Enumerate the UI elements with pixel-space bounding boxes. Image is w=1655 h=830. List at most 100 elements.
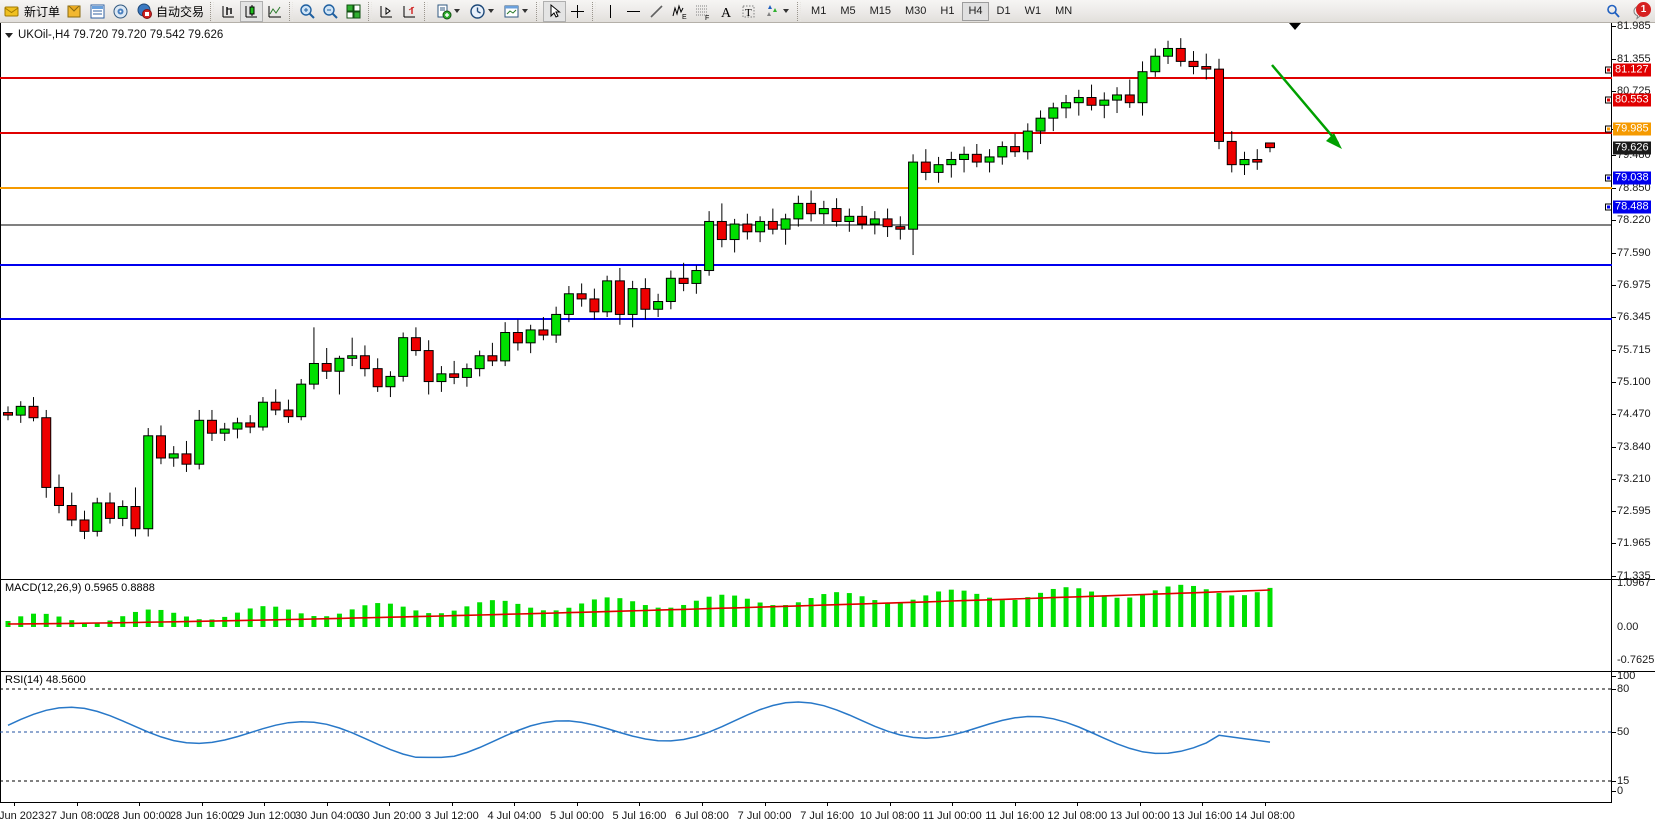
chart-menu-caret-icon[interactable] <box>5 32 13 38</box>
macd-histogram-bar <box>120 616 126 627</box>
time-tick <box>389 802 391 806</box>
shift-end-button[interactable] <box>375 1 398 22</box>
rsi-tick <box>1612 732 1616 733</box>
new-order-button[interactable]: 新订单 <box>0 0 63 22</box>
toolbar-separator <box>536 1 541 21</box>
horizontal-line-button[interactable] <box>622 1 645 22</box>
price-scale[interactable]: 81.98581.35580.72579.98579.48078.85078.2… <box>1605 20 1655 802</box>
candle-body <box>1061 102 1072 109</box>
down-trend-arrow[interactable] <box>1271 64 1342 149</box>
rsi-scale-label: 50 <box>1617 726 1630 738</box>
candle-body <box>959 153 970 160</box>
bar-chart-button[interactable] <box>217 1 240 22</box>
templates-caret-icon[interactable] <box>454 9 461 13</box>
elliott-wave-button[interactable]: E <box>668 1 691 22</box>
candle-body <box>257 401 268 428</box>
trendline-icon <box>650 4 663 18</box>
candlestick-chart-button[interactable] <box>240 0 264 22</box>
data-window-icon <box>90 4 105 18</box>
shapes-icon <box>767 4 778 16</box>
price-badge-pivot-line[interactable]: 79.985 <box>1613 122 1651 136</box>
level-handle-icon[interactable] <box>1605 96 1612 104</box>
price-tick-label: 76.975 <box>1617 278 1651 291</box>
period-button[interactable] <box>465 0 499 22</box>
text-label-button[interactable]: T <box>737 1 760 22</box>
expert-advisor-button[interactable] <box>63 1 86 22</box>
time-tick <box>1202 802 1204 806</box>
chart-area[interactable]: UKOil-,H4 79.720 79.720 79.542 79.626 MA… <box>0 20 1655 830</box>
search-button[interactable] <box>1602 1 1625 22</box>
price-badge-support-line[interactable]: 79.038 <box>1613 171 1651 185</box>
data-window-button[interactable] <box>86 1 109 22</box>
line-chart-button[interactable] <box>263 1 286 22</box>
candle-body <box>104 502 115 519</box>
timeframe-m5[interactable]: M5 <box>840 5 856 17</box>
indicators-caret-icon[interactable] <box>522 9 529 13</box>
candle-body <box>1226 140 1237 166</box>
templates-button[interactable] <box>431 0 465 22</box>
macd-histogram-bar <box>413 610 419 627</box>
svg-text:T: T <box>745 7 752 19</box>
timeframe-d1[interactable]: D1 <box>996 5 1011 17</box>
price-badge-last-price[interactable]: 79.626 <box>1613 141 1651 155</box>
macd-histogram-bar <box>145 609 151 627</box>
price-badge-resistance-line[interactable]: 80.553 <box>1613 93 1651 107</box>
macd-histogram-bar <box>1063 587 1069 627</box>
tile-windows-button[interactable] <box>342 1 365 22</box>
candle-body <box>296 383 307 418</box>
timeframe-h4[interactable]: H4 <box>962 1 989 21</box>
timeframe-m1[interactable]: M1 <box>811 5 827 17</box>
shapes-caret-icon[interactable] <box>783 9 790 13</box>
price-badge-support-line[interactable]: 78.488 <box>1613 200 1651 214</box>
price-axis-line <box>1611 23 1612 802</box>
level-handle-icon[interactable] <box>1605 66 1612 74</box>
notifications-button[interactable]: 1 <box>1625 1 1655 22</box>
rsi-tick <box>1612 676 1616 677</box>
level-handle-icon[interactable] <box>1605 125 1612 133</box>
timeframe-w1[interactable]: W1 <box>1024 5 1042 17</box>
macd-histogram-bar <box>1050 588 1056 627</box>
macd-histogram-bar <box>706 596 712 627</box>
price-badge-resistance-line[interactable]: 81.127 <box>1613 63 1651 77</box>
timeframe-m30[interactable]: M30 <box>905 5 927 17</box>
vertical-line-button[interactable] <box>599 1 622 22</box>
zoom-in-button[interactable] <box>296 1 319 22</box>
time-tick <box>201 802 203 806</box>
elliott-wave-icon: E <box>672 3 687 21</box>
macd-histogram-bar <box>30 613 36 627</box>
period-caret-icon[interactable] <box>488 9 495 13</box>
indicators-button[interactable] <box>499 0 533 22</box>
trendline-button[interactable] <box>645 1 668 22</box>
macd-histogram-bar <box>222 616 228 627</box>
level-handle-icon[interactable] <box>1605 203 1612 211</box>
candle-body <box>143 435 154 530</box>
fibonacci-button[interactable]: F <box>691 1 714 22</box>
chart-symbol-header: UKOil-,H4 79.720 79.720 79.542 79.626 <box>5 29 223 41</box>
price-tick-label: 81.355 <box>1617 52 1651 65</box>
line-chart-icon <box>268 5 282 17</box>
time-tick-label: 14 Jul 08:00 <box>1234 810 1295 822</box>
navigator-button[interactable] <box>109 1 132 22</box>
toolbar-separator <box>797 1 802 21</box>
zoom-out-button[interactable] <box>319 1 342 22</box>
time-tick-label: 6 Jul 08:00 <box>675 810 729 822</box>
macd-histogram-bar <box>375 603 381 627</box>
macd-histogram-bar <box>923 595 929 627</box>
macd-histogram-bar <box>974 593 980 627</box>
shapes-button[interactable] <box>760 0 794 22</box>
auto-scroll-button[interactable] <box>398 1 421 22</box>
level-handle-icon[interactable] <box>1605 174 1612 182</box>
macd-histogram-bar <box>426 613 432 627</box>
auto-trading-button[interactable]: 自动交易 <box>132 0 207 22</box>
cursor-button[interactable] <box>543 0 567 22</box>
text-button[interactable]: A <box>714 1 737 22</box>
plot-left-border <box>0 23 1 802</box>
timeframe-mn[interactable]: MN <box>1055 5 1073 17</box>
macd-histogram-bar <box>1203 589 1209 627</box>
macd-histogram-bar <box>260 606 266 627</box>
crosshair-button[interactable] <box>566 1 589 22</box>
timeframe-h1[interactable]: H1 <box>940 5 955 17</box>
timeframe-m15[interactable]: M15 <box>869 5 891 17</box>
macd-histogram-bar <box>528 607 534 627</box>
